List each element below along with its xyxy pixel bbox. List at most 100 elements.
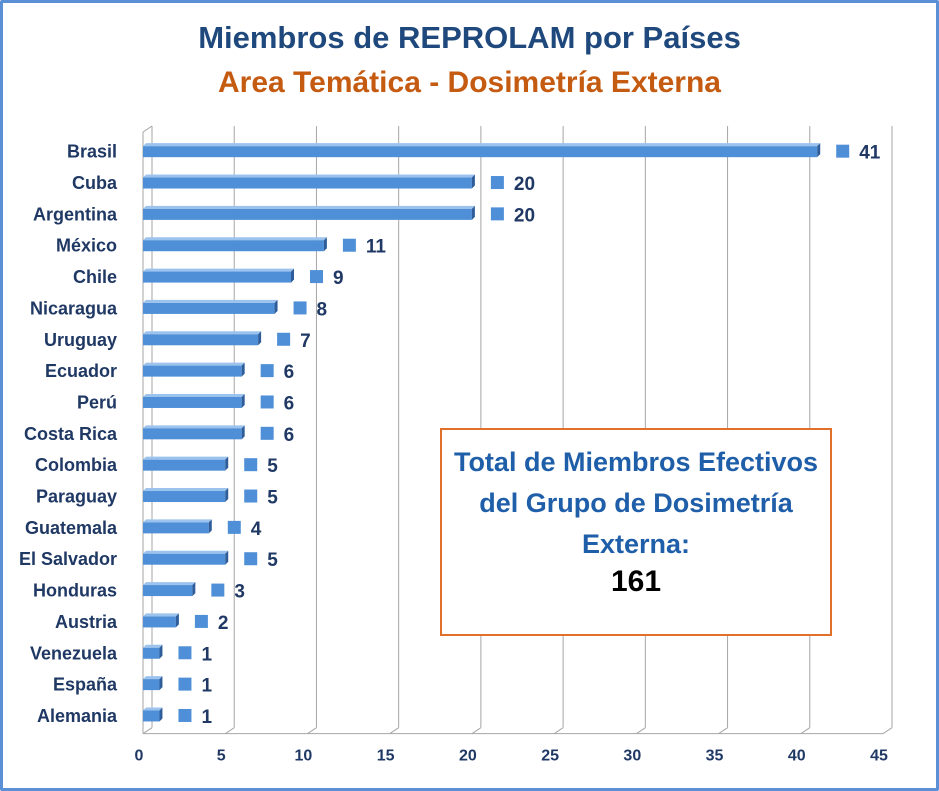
category-label: Austria [55, 612, 118, 632]
bar [143, 208, 472, 220]
bar-side-face [323, 237, 327, 252]
bar [143, 146, 818, 158]
chart-title: Miembros de REPROLAM por Países [198, 20, 741, 55]
category-label: Cuba [72, 173, 118, 193]
bar-top-face [143, 488, 229, 492]
bar [143, 679, 160, 691]
bar [143, 177, 472, 189]
data-label-marker [836, 144, 850, 158]
data-label-marker [342, 238, 356, 252]
category-label: Ecuador [45, 361, 117, 381]
category-label: Venezuela [30, 643, 118, 663]
bar-side-face [817, 143, 821, 158]
data-label: 5 [267, 550, 278, 571]
bar [143, 491, 226, 503]
x-tick-label: 15 [377, 748, 395, 765]
data-label: 5 [267, 456, 278, 477]
category-label: Honduras [33, 581, 117, 601]
bar-side-face [192, 582, 196, 597]
data-label: 20 [514, 205, 535, 226]
data-label-marker [227, 520, 241, 534]
bar-top-face [143, 331, 262, 335]
category-label: El Salvador [19, 549, 117, 569]
data-label-marker [260, 395, 274, 409]
data-label-marker [194, 614, 208, 628]
category-label: Perú [77, 392, 117, 412]
data-label: 41 [859, 143, 881, 164]
bar-side-face [258, 331, 262, 346]
bar [143, 365, 242, 377]
category-label: Chile [73, 267, 117, 287]
bar-side-face [208, 519, 212, 534]
bar [143, 302, 275, 314]
bar-top-face [143, 174, 475, 178]
chart-subtitle: Area Temática - Dosimetría Externa [218, 66, 721, 99]
data-label: 4 [251, 519, 262, 540]
data-label-marker [244, 489, 258, 503]
bar-side-face [471, 205, 475, 220]
category-label: Argentina [33, 204, 118, 224]
category-label: Alemania [37, 706, 118, 726]
bar [143, 428, 242, 440]
floor-gridline [636, 727, 646, 735]
data-label: 20 [514, 174, 535, 195]
bar-side-face [225, 456, 229, 471]
bar-top-face [143, 676, 163, 680]
data-label-marker [277, 332, 291, 346]
data-label-marker [244, 458, 258, 472]
bar-top-face [143, 582, 196, 586]
data-label: 1 [201, 676, 212, 697]
category-label: Brasil [67, 142, 117, 162]
x-tick-label: 40 [788, 748, 806, 765]
bar-side-face [225, 488, 229, 503]
floor-gridline [471, 727, 482, 735]
x-tick-label: 25 [541, 748, 559, 765]
bar-side-face [159, 644, 163, 659]
category-label: Nicaragua [30, 298, 118, 318]
floor-gridline [224, 727, 235, 735]
data-label-marker [178, 646, 192, 660]
bar-side-face [225, 550, 229, 565]
floor-gridline [553, 727, 564, 735]
floor-gridline [718, 727, 728, 735]
bar [143, 710, 160, 722]
data-label-marker [490, 176, 504, 190]
bar [143, 271, 291, 283]
bar-top-face [143, 707, 163, 711]
data-label-marker [211, 583, 225, 597]
bar-side-face [274, 299, 278, 314]
floor-gridline [800, 727, 811, 735]
bar-side-face [159, 676, 163, 691]
data-label-marker [178, 708, 192, 722]
bar-top-face [143, 268, 294, 272]
data-label: 9 [333, 268, 344, 289]
data-label-marker [178, 677, 192, 691]
bar-side-face [241, 393, 245, 408]
bar [143, 522, 209, 534]
x-tick-label: 0 [135, 748, 144, 765]
total-members-text: Total de Miembros Efectivos del Grupo de… [453, 447, 819, 559]
total-members-value: 161 [610, 565, 662, 598]
bar [143, 553, 226, 565]
bar-side-face [159, 707, 163, 722]
data-label: 3 [234, 582, 245, 603]
bar-top-face [143, 299, 278, 303]
bar [143, 647, 160, 659]
floor-gridline [142, 727, 153, 735]
data-label-marker [310, 270, 323, 284]
bar-top-face [143, 550, 229, 554]
data-label: 8 [317, 299, 328, 320]
data-label-marker [490, 207, 504, 221]
data-label: 5 [267, 488, 278, 509]
bar-side-face [291, 268, 294, 283]
bar-top-face [143, 613, 179, 617]
bar [143, 396, 242, 408]
floor-gridline [882, 727, 893, 735]
category-label: Uruguay [44, 330, 117, 350]
x-tick-label: 35 [706, 748, 724, 765]
data-label: 1 [201, 707, 212, 728]
category-label: Costa Rica [24, 424, 118, 444]
bar [143, 585, 193, 597]
bar-top-face [143, 425, 245, 429]
